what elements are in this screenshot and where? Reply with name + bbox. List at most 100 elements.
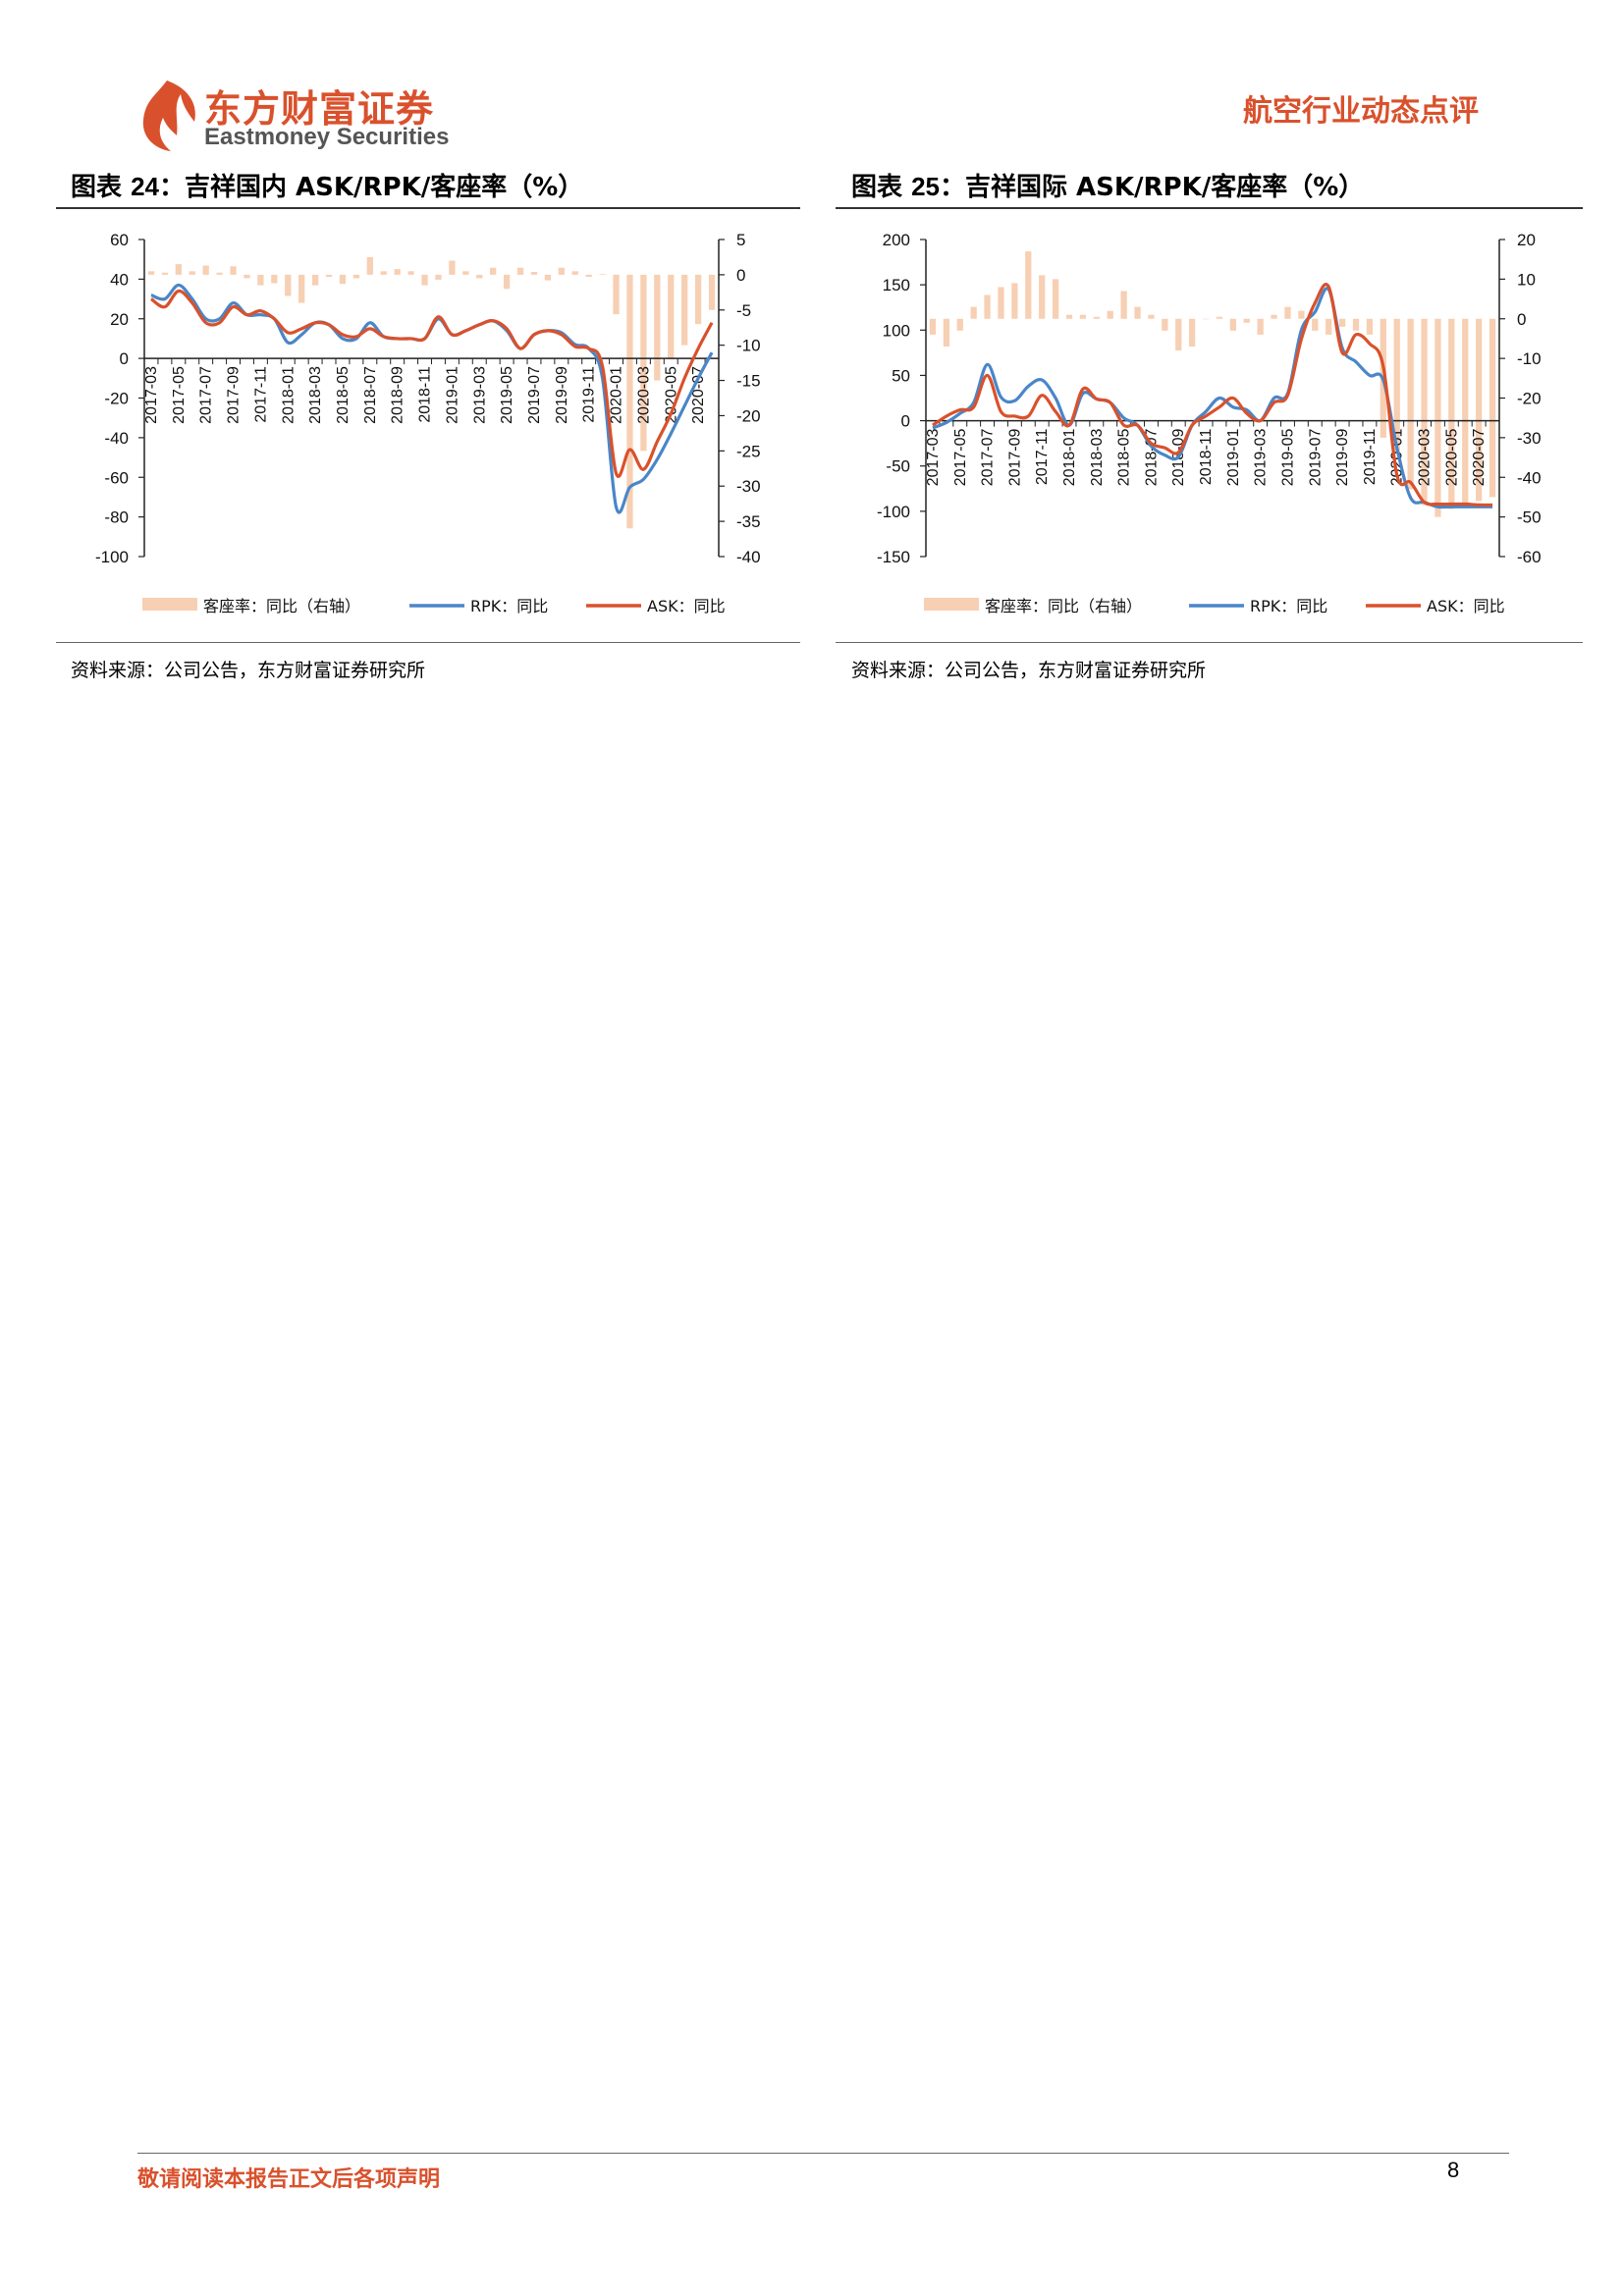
x-tick-label: 2017-03 — [143, 366, 160, 424]
load-factor-bar — [599, 274, 606, 275]
x-tick-label: 2019-03 — [1253, 428, 1270, 486]
load-factor-bar — [1489, 318, 1496, 498]
x-tick-label: 2020-01 — [609, 366, 625, 424]
load-factor-bar — [1435, 318, 1441, 517]
load-factor-bar — [585, 274, 592, 278]
load-factor-bar — [1448, 318, 1455, 509]
x-tick-label: 2017-09 — [226, 366, 243, 424]
company-logo: 东方财富证券 Eastmoney Securities — [137, 77, 471, 155]
load-factor-bar — [1366, 318, 1374, 335]
x-tick-label: 2018-05 — [335, 366, 352, 424]
load-factor-bar — [339, 274, 347, 285]
load-factor-bar — [530, 272, 538, 275]
left-tick-label: -100 — [877, 503, 910, 521]
left-tick-label: -40 — [104, 429, 129, 448]
load-factor-bar — [1216, 316, 1223, 319]
logo-flame-icon — [142, 80, 195, 151]
left-tick-label: -20 — [104, 390, 129, 408]
load-factor-bar — [230, 266, 237, 275]
load-factor-bar — [984, 294, 991, 319]
load-factor-bar — [943, 318, 949, 347]
load-factor-bar — [1312, 318, 1319, 331]
load-factor-bar — [1352, 318, 1360, 331]
load-factor-bar — [544, 274, 552, 281]
load-factor-bar — [970, 306, 977, 319]
load-factor-bar — [708, 274, 716, 310]
x-tick-label: 2020-05 — [663, 366, 679, 424]
x-tick-label: 2019-07 — [526, 366, 543, 424]
legend-label: RPK：同比 — [1250, 597, 1327, 615]
right-tick-label: 20 — [1517, 231, 1536, 249]
load-factor-bar — [352, 274, 360, 279]
load-factor-bar — [202, 265, 209, 275]
load-factor-bar — [1229, 318, 1236, 331]
load-factor-bar — [1065, 314, 1073, 319]
left-tick-label: 20 — [110, 310, 129, 329]
footer-disclaimer: 敬请阅读本报告正文后各项声明 — [137, 2167, 441, 2192]
x-tick-label: 2020-07 — [690, 366, 707, 424]
load-factor-bar — [1134, 306, 1141, 319]
load-factor-bar — [244, 274, 250, 279]
load-factor-bar — [1421, 318, 1428, 506]
x-tick-label: 2018-03 — [1089, 428, 1106, 486]
load-factor-bar — [407, 271, 414, 275]
load-factor-bar — [558, 267, 565, 275]
right-tick-label: -50 — [1517, 508, 1542, 527]
report-type: 航空行业动态点评 — [1243, 94, 1479, 129]
legend-label: ASK：同比 — [647, 597, 726, 615]
load-factor-bar — [298, 274, 305, 303]
right-tick-label: -40 — [736, 548, 761, 566]
load-factor-bar — [394, 269, 401, 275]
right-tick-label: -10 — [1517, 349, 1542, 368]
chart-title-number: 24 — [131, 172, 159, 201]
load-factor-bar — [1243, 318, 1250, 323]
footer-rule — [137, 2153, 1509, 2154]
load-factor-bar — [1462, 318, 1469, 506]
right-tick-label: 0 — [1517, 310, 1526, 329]
left-tick-label: 40 — [110, 270, 129, 289]
x-tick-label: 2020-03 — [1417, 428, 1434, 486]
left-tick-label: -150 — [877, 548, 910, 566]
right-tick-label: 0 — [736, 266, 745, 285]
right-tick-label: -20 — [736, 406, 761, 425]
load-factor-bar — [490, 267, 497, 275]
left-tick-label: -100 — [95, 548, 129, 566]
x-tick-label: 2020-05 — [1443, 428, 1460, 486]
left-tick-label: 50 — [892, 366, 910, 385]
x-tick-label: 2017-07 — [198, 366, 215, 424]
load-factor-bar — [681, 274, 688, 346]
left-tick-label: 60 — [110, 231, 129, 249]
left-tick-label: -80 — [104, 508, 129, 527]
load-factor-bar — [654, 274, 661, 381]
load-factor-bar — [1284, 306, 1291, 319]
chart-domestic: 60 40 20 0 -20 -40 -60 -80 -100 5 0 -5 -10 -15 -20 -25 -… — [95, 231, 761, 615]
page-number: 8 — [1447, 2158, 1460, 2182]
right-tick-label: -20 — [1517, 390, 1542, 408]
x-tick-label: 2019-11 — [1362, 428, 1379, 485]
load-factor-bar — [435, 274, 442, 280]
load-factor-bar — [161, 272, 169, 275]
load-factor-bar — [516, 267, 524, 275]
right-tick-label: -30 — [1517, 429, 1542, 448]
chart-bottom-rule — [836, 642, 1583, 643]
load-factor-bar — [285, 274, 292, 296]
logo-en-text: Eastmoney Securities — [204, 124, 450, 150]
load-factor-bar — [311, 274, 319, 286]
load-factor-bar — [325, 274, 333, 278]
chart-bottom-rule — [56, 642, 800, 643]
load-factor-bar — [147, 271, 155, 275]
load-factor-bar — [668, 274, 675, 360]
right-tick-label: -10 — [736, 337, 761, 355]
x-tick-label: 2017-05 — [171, 366, 188, 424]
load-factor-bar — [1326, 318, 1332, 335]
right-tick-label: -60 — [1517, 548, 1542, 566]
load-factor-bar — [1393, 318, 1400, 454]
load-factor-bar — [216, 272, 223, 275]
legend-swatch-bar — [142, 598, 197, 611]
x-tick-label: 2018-09 — [390, 366, 406, 424]
source-note: 资料来源：公司公告，东方财富证券研究所 — [851, 660, 1207, 681]
legend-label: 客座率：同比（右轴） — [203, 597, 360, 615]
load-factor-bar — [1079, 314, 1087, 319]
x-tick-label: 2018-01 — [280, 366, 297, 424]
load-factor-bar — [1271, 314, 1277, 319]
